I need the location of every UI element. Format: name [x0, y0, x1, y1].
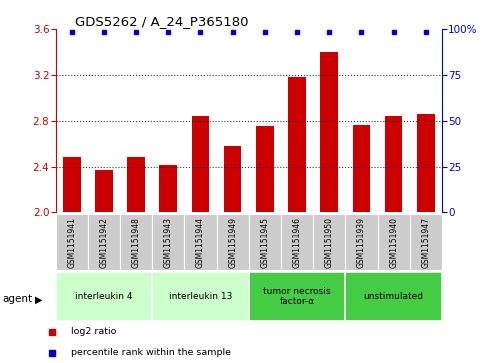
- Text: GSM1151944: GSM1151944: [196, 217, 205, 268]
- Text: GSM1151950: GSM1151950: [325, 217, 334, 268]
- Text: percentile rank within the sample: percentile rank within the sample: [71, 348, 231, 357]
- Bar: [56, 214, 88, 270]
- Bar: [249, 214, 281, 270]
- Bar: [256, 126, 274, 212]
- Text: GDS5262 / A_24_P365180: GDS5262 / A_24_P365180: [75, 15, 248, 28]
- Bar: [378, 214, 410, 270]
- Bar: [345, 214, 378, 270]
- Bar: [88, 214, 120, 270]
- Text: GSM1151949: GSM1151949: [228, 217, 237, 268]
- Bar: [249, 272, 345, 321]
- Text: GSM1151941: GSM1151941: [67, 217, 76, 268]
- Bar: [63, 158, 81, 212]
- Bar: [288, 77, 306, 212]
- Text: GSM1151943: GSM1151943: [164, 217, 173, 268]
- Bar: [320, 52, 338, 212]
- Bar: [152, 272, 249, 321]
- Text: interleukin 4: interleukin 4: [75, 292, 133, 301]
- Bar: [56, 272, 152, 321]
- Text: ▶: ▶: [35, 294, 43, 305]
- Bar: [185, 214, 216, 270]
- Text: GSM1151939: GSM1151939: [357, 217, 366, 268]
- Bar: [410, 214, 442, 270]
- Bar: [224, 146, 242, 212]
- Text: unstimulated: unstimulated: [364, 292, 424, 301]
- Bar: [313, 214, 345, 270]
- Bar: [417, 114, 435, 212]
- Bar: [152, 214, 185, 270]
- Bar: [345, 272, 442, 321]
- Bar: [281, 214, 313, 270]
- Text: GSM1151945: GSM1151945: [260, 217, 270, 268]
- Text: GSM1151940: GSM1151940: [389, 217, 398, 268]
- Bar: [120, 214, 152, 270]
- Bar: [216, 214, 249, 270]
- Text: GSM1151948: GSM1151948: [131, 217, 141, 268]
- Bar: [385, 116, 402, 212]
- Text: agent: agent: [2, 294, 32, 305]
- Text: tumor necrosis
factor-α: tumor necrosis factor-α: [263, 287, 331, 306]
- Text: log2 ratio: log2 ratio: [71, 327, 116, 337]
- Bar: [127, 158, 145, 212]
- Bar: [192, 116, 209, 212]
- Text: GSM1151946: GSM1151946: [293, 217, 301, 268]
- Bar: [353, 125, 370, 212]
- Text: GSM1151942: GSM1151942: [99, 217, 108, 268]
- Bar: [159, 166, 177, 212]
- Text: interleukin 13: interleukin 13: [169, 292, 232, 301]
- Text: GSM1151947: GSM1151947: [421, 217, 430, 268]
- Bar: [95, 170, 113, 212]
